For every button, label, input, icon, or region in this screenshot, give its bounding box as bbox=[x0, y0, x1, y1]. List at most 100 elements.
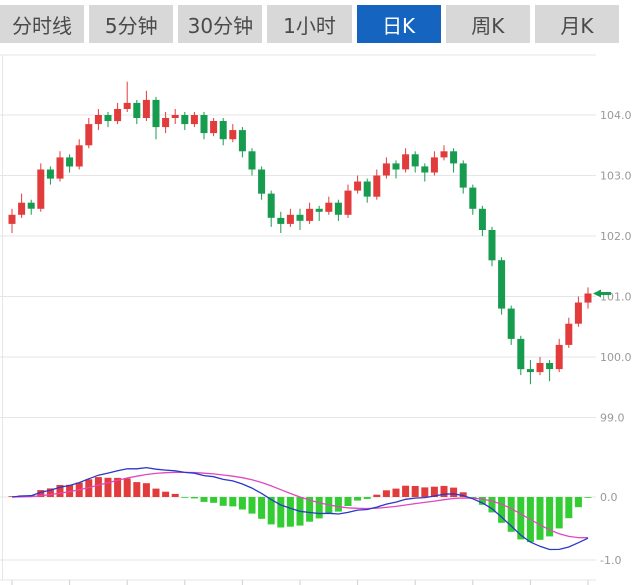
macd-bar-negative bbox=[344, 497, 352, 506]
candle-up bbox=[210, 118, 218, 137]
macd-bar-positive bbox=[46, 488, 54, 497]
candle-down bbox=[200, 112, 208, 140]
dea-line bbox=[11, 471, 589, 539]
macd-bar-positive bbox=[94, 477, 102, 497]
candle-down bbox=[277, 211, 285, 233]
macd-bar-positive bbox=[392, 488, 400, 497]
price-axis-label: 104.0 bbox=[600, 109, 632, 122]
candle-down bbox=[315, 205, 323, 221]
macd-bar-negative bbox=[488, 497, 496, 513]
macd-bar-negative bbox=[363, 497, 371, 499]
macd-bar-negative bbox=[555, 497, 563, 529]
candle-down bbox=[392, 160, 400, 179]
candle-up bbox=[56, 151, 64, 182]
tab-weekly-k[interactable]: 周K bbox=[445, 5, 530, 43]
price-axis-label: 102.0 bbox=[600, 230, 632, 243]
candle-down bbox=[478, 205, 486, 236]
candle-down bbox=[450, 148, 458, 173]
price-axis-label: 103.0 bbox=[600, 170, 632, 183]
tab-monthly-k[interactable]: 月K bbox=[534, 5, 619, 43]
macd-bar-positive bbox=[440, 485, 448, 497]
macd-bar-positive bbox=[133, 482, 141, 497]
last-price-marker bbox=[593, 289, 601, 298]
macd-bar-positive bbox=[411, 486, 419, 497]
candle-down bbox=[334, 199, 342, 221]
macd-bar-positive bbox=[123, 478, 131, 497]
candle-down bbox=[181, 112, 189, 131]
macd-bar-negative bbox=[306, 497, 314, 522]
macd-bar-negative bbox=[565, 497, 573, 519]
candle-up bbox=[229, 124, 237, 143]
candle-up bbox=[37, 163, 45, 212]
candle-up bbox=[402, 148, 410, 173]
macd-bar-negative bbox=[574, 497, 582, 508]
macd-bar-negative bbox=[517, 497, 525, 540]
candle-up bbox=[114, 102, 122, 125]
candle-up bbox=[75, 139, 83, 170]
candle-down bbox=[526, 360, 534, 385]
candles-layer bbox=[8, 81, 592, 385]
macd-bar-positive bbox=[114, 477, 122, 497]
candle-down bbox=[258, 166, 266, 200]
macd-bar-positive bbox=[142, 483, 150, 497]
candle-down bbox=[507, 305, 515, 345]
macd-bar-negative bbox=[498, 497, 506, 523]
candle-down bbox=[517, 335, 525, 376]
candle-down bbox=[546, 360, 554, 382]
candle-up bbox=[85, 118, 93, 149]
candle-up bbox=[286, 208, 294, 227]
candle-up bbox=[325, 196, 333, 215]
candle-up bbox=[440, 145, 448, 161]
macd-axis-label: 0.0 bbox=[600, 491, 618, 504]
macd-histogram bbox=[8, 477, 592, 543]
candle-up bbox=[123, 81, 131, 112]
tab-5min[interactable]: 5分钟 bbox=[89, 5, 174, 43]
macd-bar-negative bbox=[267, 497, 275, 525]
candle-up bbox=[536, 357, 544, 376]
macd-bar-negative bbox=[181, 497, 189, 498]
macd-bar-negative bbox=[354, 497, 362, 501]
macd-bar-negative bbox=[219, 497, 227, 506]
macd-bar-positive bbox=[56, 485, 64, 497]
candle-down bbox=[411, 151, 419, 173]
candle-down bbox=[152, 96, 160, 140]
macd-bar-positive bbox=[162, 491, 170, 497]
candle-down bbox=[133, 99, 141, 125]
candle-up bbox=[306, 202, 314, 224]
tab-1hour[interactable]: 1小时 bbox=[267, 5, 352, 43]
macd-bar-negative bbox=[200, 497, 208, 502]
timeframe-tabbar: 分时线 5分钟 30分钟 1小时 日K 周K 月K bbox=[0, 5, 619, 43]
candle-up bbox=[584, 287, 592, 309]
candle-up bbox=[8, 208, 16, 233]
macd-bar-negative bbox=[238, 497, 246, 510]
candle-down bbox=[219, 118, 227, 146]
macd-bar-negative bbox=[258, 497, 266, 519]
candle-down bbox=[46, 166, 54, 185]
price-axis-label: 100.0 bbox=[600, 351, 632, 364]
candle-down bbox=[469, 184, 477, 215]
macd-bar-positive bbox=[171, 493, 179, 497]
candle-up bbox=[430, 151, 438, 176]
macd-bar-positive bbox=[37, 490, 45, 497]
macd-bar-negative bbox=[546, 497, 554, 537]
tab-timeline[interactable]: 分时线 bbox=[0, 5, 85, 43]
macd-bar-negative bbox=[584, 497, 592, 498]
macd-bar-positive bbox=[450, 487, 458, 497]
candle-up bbox=[94, 109, 102, 131]
macd-bar-positive bbox=[382, 490, 390, 497]
tab-30min[interactable]: 30分钟 bbox=[178, 5, 263, 43]
macd-bar-negative bbox=[277, 497, 285, 528]
candle-down bbox=[66, 154, 74, 173]
macd-bar-positive bbox=[459, 492, 467, 497]
candle-up bbox=[565, 317, 573, 348]
macd-bar-negative bbox=[210, 497, 218, 503]
tab-daily-k[interactable]: 日K bbox=[356, 5, 441, 43]
candle-up bbox=[344, 184, 352, 218]
macd-bar-negative bbox=[286, 497, 294, 527]
candle-up bbox=[574, 296, 582, 327]
candle-up bbox=[162, 112, 170, 134]
candle-up bbox=[354, 175, 362, 194]
macd-bar-negative bbox=[229, 497, 237, 507]
